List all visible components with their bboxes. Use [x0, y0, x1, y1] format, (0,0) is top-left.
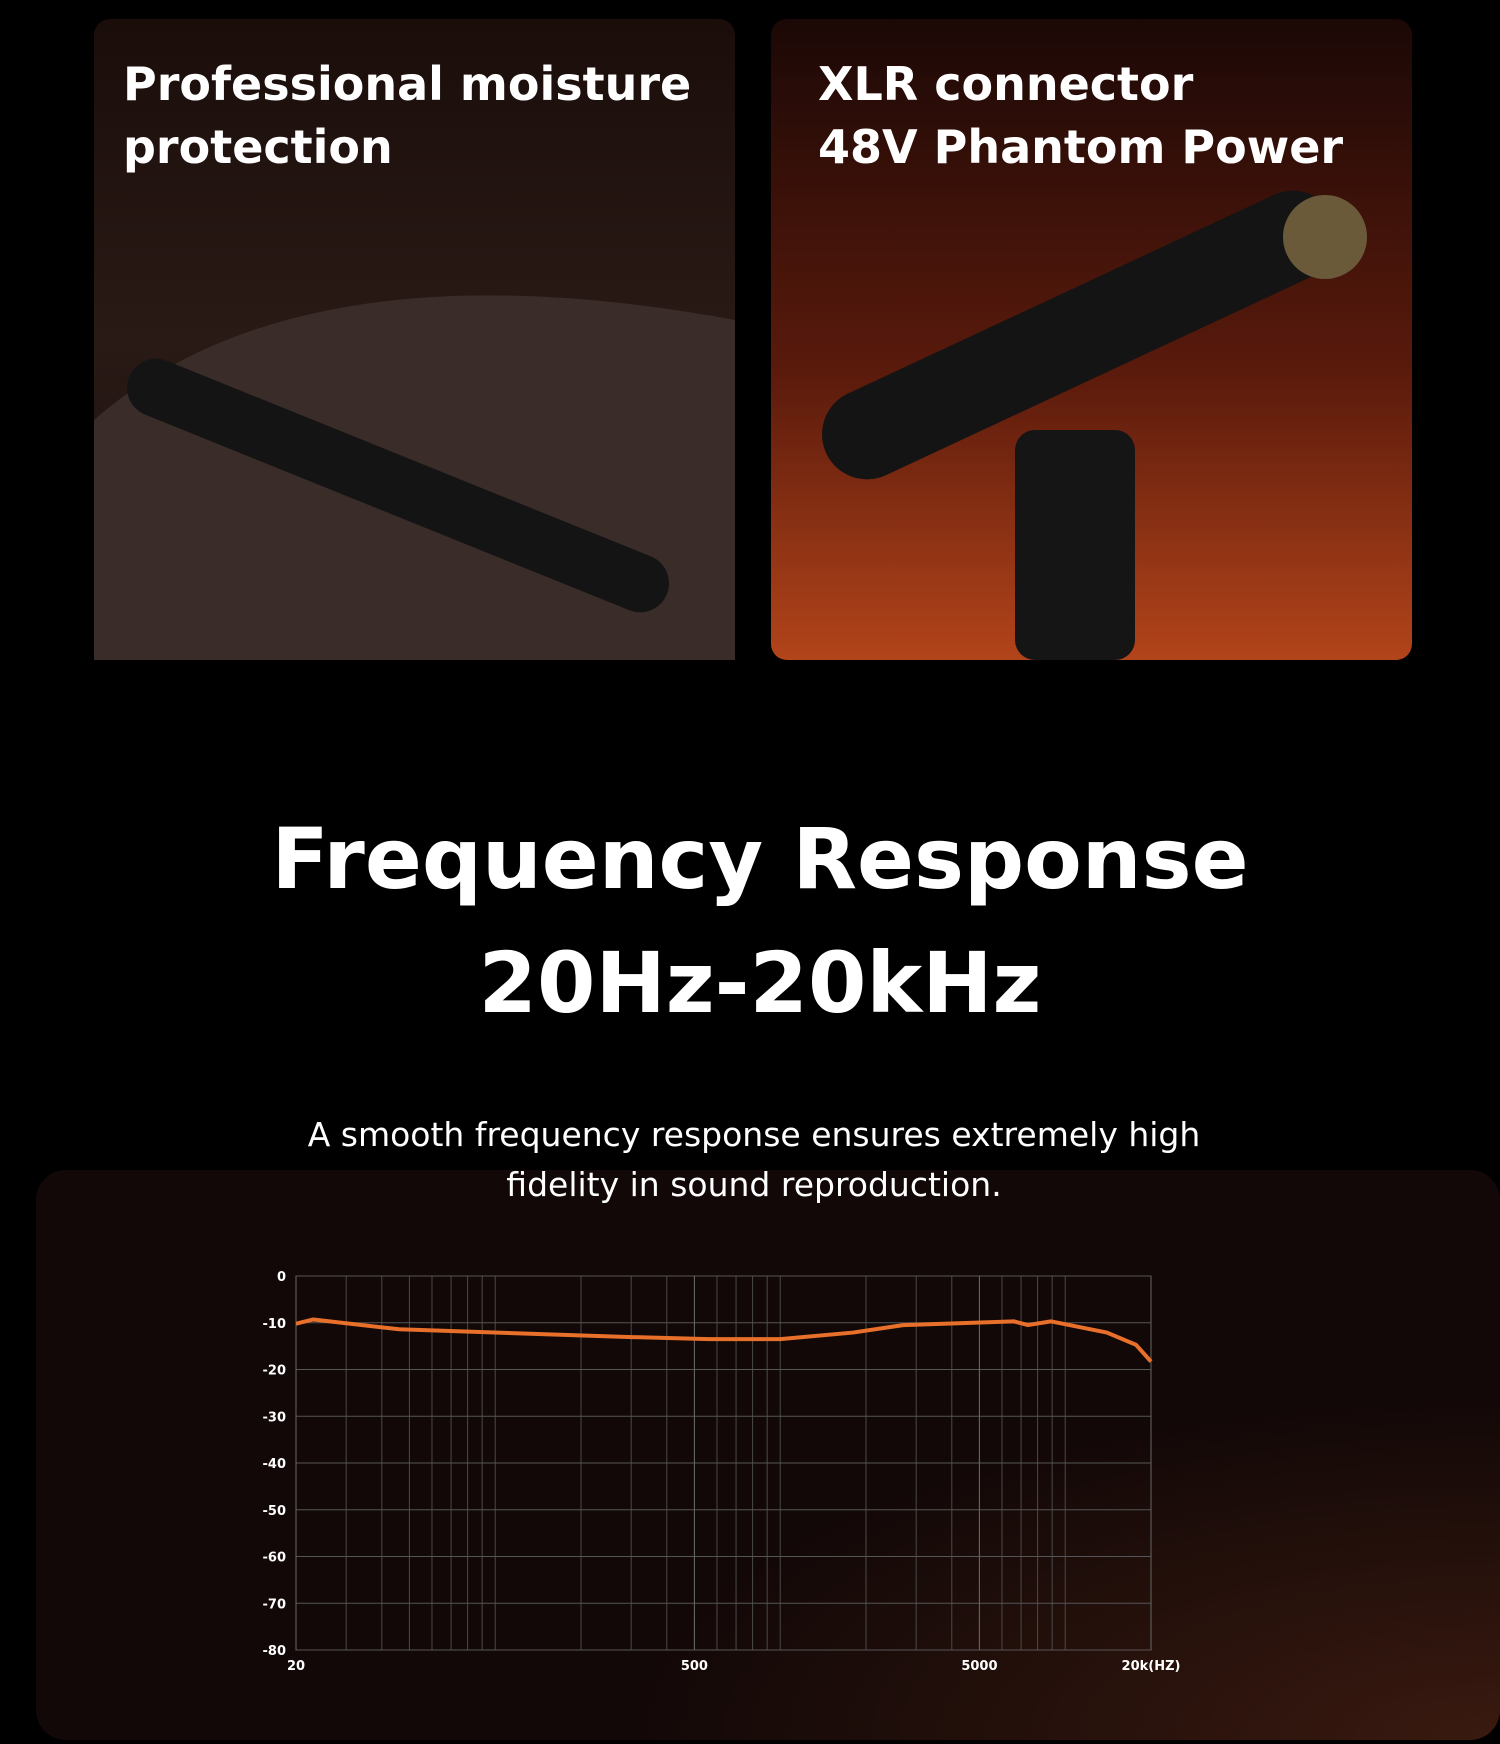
chart-panel: [36, 1170, 1500, 1740]
x-tick-label: 5000: [961, 1659, 997, 1674]
x-tick-label: 20: [287, 1659, 305, 1674]
card-title: protection: [123, 120, 393, 174]
card-title: XLR connector: [818, 57, 1194, 111]
description: fidelity in sound reproduction.: [506, 1165, 1001, 1204]
section-subtitle: 20Hz-20kHz: [479, 934, 1042, 1032]
section-title: Frequency Response: [271, 810, 1248, 908]
card-title: Professional moisture: [123, 57, 691, 111]
y-tick-label: -10: [263, 1317, 287, 1332]
y-tick-label: -70: [263, 1597, 287, 1612]
description: A smooth frequency response ensures extr…: [308, 1115, 1201, 1154]
y-tick-label: -50: [263, 1504, 287, 1519]
y-tick-label: -40: [263, 1457, 287, 1472]
y-tick-label: -30: [263, 1410, 287, 1425]
x-tick-label: 20k(HZ): [1122, 1659, 1181, 1674]
y-tick-label: 0: [277, 1270, 286, 1285]
mic-illustration: [94, 295, 735, 660]
card-title: 48V Phantom Power: [818, 120, 1343, 174]
response-line: [295, 1317, 1153, 1363]
y-tick-label: -80: [263, 1644, 287, 1659]
y-tick-label: -20: [263, 1364, 287, 1379]
xlr-illustration: [822, 190, 1367, 660]
y-tick-label: -60: [263, 1551, 287, 1566]
x-tick-label: 500: [681, 1659, 708, 1674]
